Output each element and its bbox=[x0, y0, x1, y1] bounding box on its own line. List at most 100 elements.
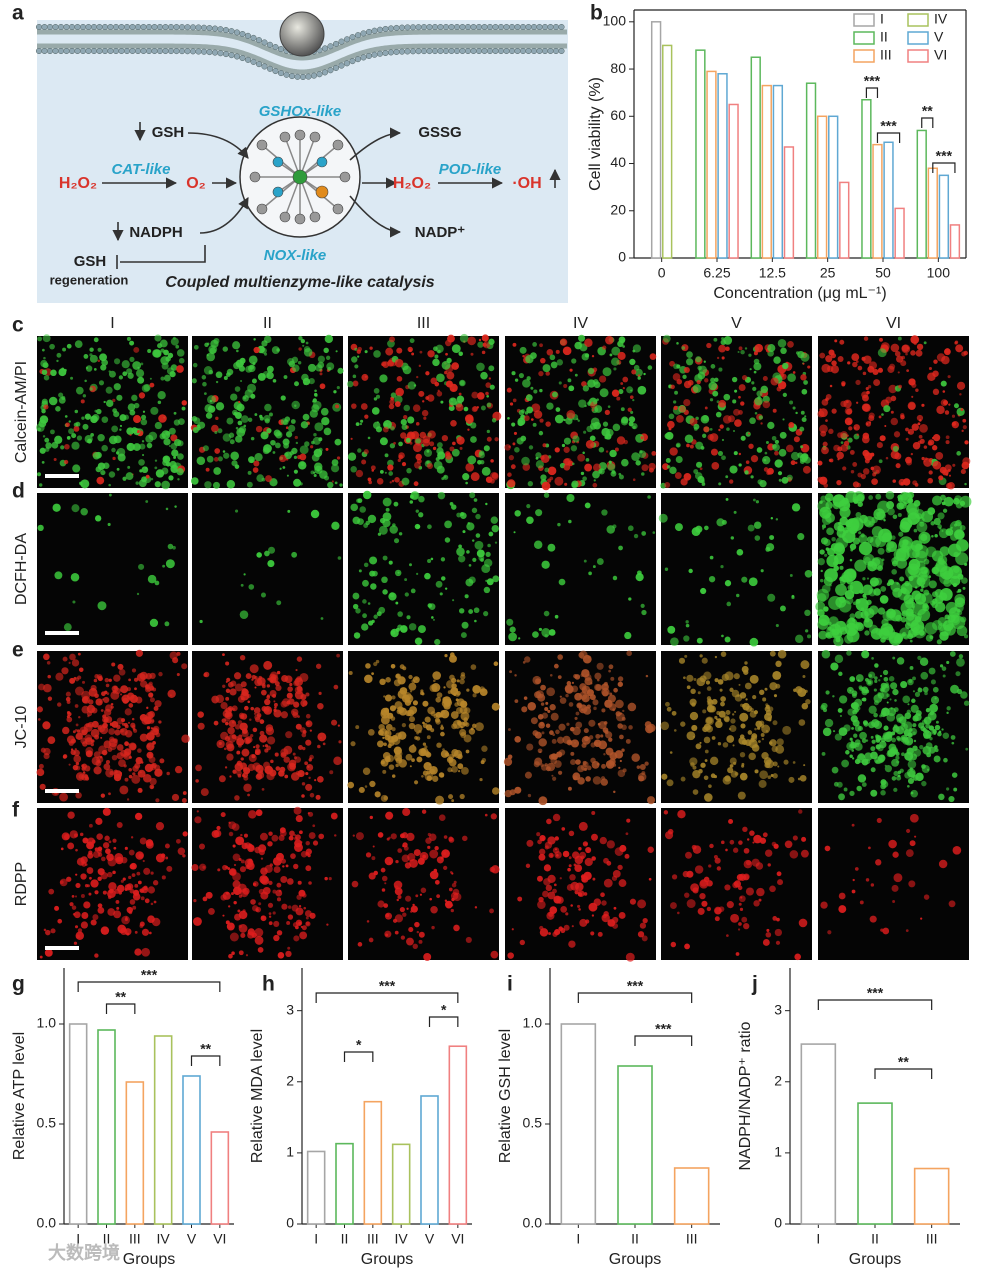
cell-spot bbox=[946, 482, 952, 489]
cell-spot bbox=[445, 451, 451, 457]
cell-spot bbox=[921, 403, 925, 407]
cell-spot bbox=[403, 404, 411, 412]
cell-spot bbox=[755, 862, 764, 870]
cell-spot bbox=[947, 375, 951, 379]
cell-spot bbox=[540, 684, 546, 691]
cell-spot bbox=[692, 845, 702, 854]
cell-spot bbox=[854, 610, 863, 619]
cell-spot bbox=[686, 685, 691, 690]
cell-spot bbox=[305, 720, 313, 728]
cell-spot bbox=[701, 657, 708, 664]
cell-spot bbox=[890, 417, 899, 426]
cell-spot bbox=[103, 740, 112, 749]
cell-spot bbox=[38, 483, 43, 487]
membrane-head bbox=[409, 48, 417, 55]
cell-spot bbox=[269, 769, 277, 777]
cell-spot bbox=[798, 719, 806, 726]
cell-spot bbox=[876, 442, 883, 449]
cell-spot bbox=[42, 334, 51, 343]
cell-spot bbox=[481, 564, 491, 574]
cell-spot bbox=[571, 925, 574, 928]
legend-label: II bbox=[880, 29, 888, 45]
x-tick-label: 6.25 bbox=[703, 265, 730, 281]
cell-spot bbox=[909, 666, 914, 670]
cell-spot bbox=[662, 334, 671, 343]
panel-label: b bbox=[590, 2, 603, 25]
cell-spot bbox=[254, 453, 263, 462]
cell-spot bbox=[37, 336, 43, 342]
cell-spot bbox=[788, 422, 795, 428]
cell-spot bbox=[961, 429, 964, 433]
cell-spot bbox=[518, 637, 521, 640]
cell-spot bbox=[758, 415, 764, 420]
cell-spot bbox=[104, 835, 110, 841]
cell-spot bbox=[267, 902, 274, 908]
cell-spot bbox=[406, 937, 414, 946]
cell-spot bbox=[857, 774, 867, 783]
cell-spot bbox=[165, 507, 169, 511]
cell-spot bbox=[225, 891, 229, 895]
cell-spot bbox=[270, 759, 274, 764]
cell-spot bbox=[193, 417, 201, 425]
cell-spot bbox=[80, 894, 85, 899]
cell-spot bbox=[254, 686, 257, 689]
cell-spot bbox=[337, 367, 344, 374]
cell-spot bbox=[582, 385, 590, 392]
cell-spot bbox=[173, 419, 181, 426]
cell-spot bbox=[733, 673, 740, 680]
cell-spot bbox=[584, 338, 593, 347]
cell-spot bbox=[879, 740, 887, 749]
cell-spot bbox=[786, 474, 793, 481]
cell-spot bbox=[250, 706, 255, 711]
cell-spot bbox=[76, 857, 85, 866]
cell-spot bbox=[915, 710, 922, 717]
cell-spot bbox=[231, 823, 240, 831]
cell-spot bbox=[532, 631, 539, 638]
cell-spot bbox=[738, 840, 743, 845]
cell-spot bbox=[113, 358, 121, 365]
cell-spot bbox=[412, 943, 418, 949]
cell-spot bbox=[435, 719, 441, 725]
cell-spot bbox=[265, 726, 274, 736]
cell-spot bbox=[862, 371, 867, 376]
cell-spot bbox=[528, 445, 534, 450]
cell-spot bbox=[297, 360, 302, 365]
membrane-head bbox=[365, 28, 373, 35]
cell-spot bbox=[759, 480, 767, 488]
cell-spot bbox=[451, 897, 455, 902]
membrane-head bbox=[90, 23, 98, 31]
cell-spot bbox=[198, 843, 206, 850]
cell-spot bbox=[897, 770, 902, 775]
bar bbox=[816, 115, 828, 259]
cell-spot bbox=[391, 479, 395, 483]
cell-spot bbox=[563, 384, 568, 389]
cell-spot bbox=[581, 685, 591, 695]
cell-spot bbox=[300, 421, 309, 429]
cell-spot bbox=[293, 455, 298, 460]
cell-spot bbox=[566, 681, 572, 686]
cell-spot bbox=[868, 361, 878, 370]
cell-spot bbox=[387, 743, 392, 749]
cell-spot bbox=[251, 754, 256, 759]
cell-spot bbox=[630, 389, 633, 392]
cell-spot bbox=[936, 405, 945, 415]
cell-spot bbox=[141, 384, 150, 393]
cell-spot bbox=[211, 695, 220, 704]
legend-label: III bbox=[880, 47, 892, 63]
cell-spot bbox=[959, 525, 966, 531]
cell-spot bbox=[310, 509, 320, 519]
cell-spot bbox=[134, 687, 137, 691]
membrane-head bbox=[52, 23, 59, 31]
cell-spot bbox=[729, 687, 734, 692]
cell-spot bbox=[613, 367, 617, 371]
cell-spot bbox=[596, 762, 600, 766]
cell-spot bbox=[792, 761, 796, 764]
cell-spot bbox=[376, 740, 384, 748]
cell-spot bbox=[393, 441, 396, 445]
cell-spot bbox=[588, 719, 596, 727]
membrane-head bbox=[503, 47, 510, 55]
cell-spot bbox=[581, 353, 589, 361]
cell-spot bbox=[365, 663, 371, 669]
cell-spot bbox=[287, 509, 291, 513]
cell-spot bbox=[948, 900, 956, 908]
